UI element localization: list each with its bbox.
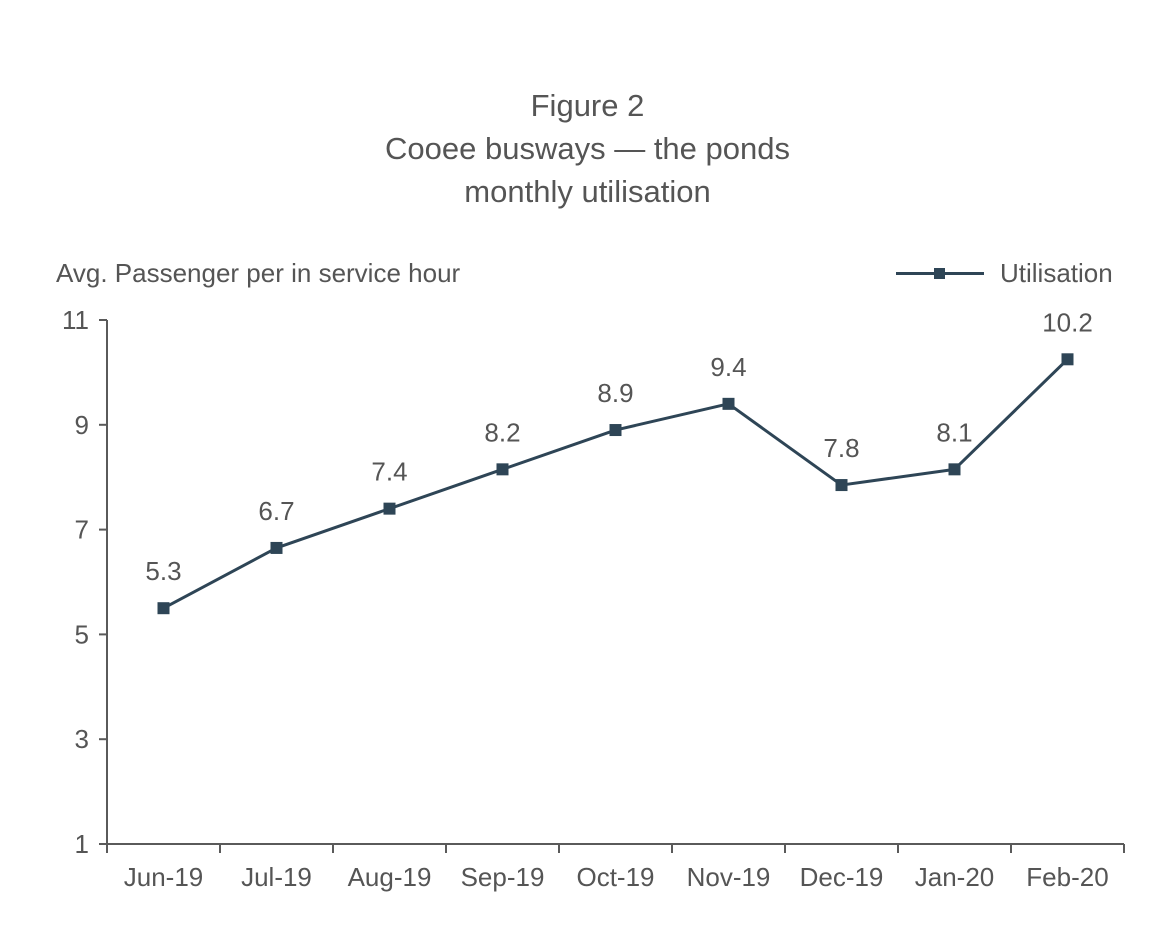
y-tick-label: 1 [75, 829, 89, 859]
data-label: 7.8 [823, 433, 859, 463]
y-tick-label: 3 [75, 724, 89, 754]
data-label: 10.2 [1042, 307, 1093, 337]
data-point [722, 397, 735, 410]
data-label: 8.2 [484, 417, 520, 447]
data-point [609, 424, 622, 437]
data-label: 9.4 [710, 352, 746, 382]
legend: Utilisation [896, 256, 1113, 290]
data-point [835, 479, 848, 492]
x-tick-label: Nov-19 [687, 862, 771, 892]
legend-label: Utilisation [1000, 257, 1113, 288]
data-point [1061, 353, 1074, 366]
data-label: 8.1 [936, 417, 972, 447]
x-tick-label: Jul-19 [241, 862, 312, 892]
y-tick-label: 9 [75, 410, 89, 440]
legend-swatch [896, 256, 984, 290]
data-point [383, 502, 396, 515]
chart-title: Figure 2 Cooee busways — the ponds month… [0, 84, 1175, 213]
y-tick-label: 5 [75, 619, 89, 649]
x-tick-label: Sep-19 [461, 862, 545, 892]
chart-title-line-2: Cooee busways — the ponds [385, 131, 790, 166]
data-point [157, 602, 170, 615]
legend-square-marker-icon [934, 268, 945, 279]
y-tick-label: 11 [62, 305, 89, 335]
x-tick-label: Oct-19 [576, 862, 654, 892]
data-point [270, 541, 283, 554]
chart-title-line-1: Figure 2 [530, 88, 645, 123]
x-tick-label: Feb-20 [1026, 862, 1108, 892]
data-label: 8.9 [597, 378, 633, 408]
data-label: 7.4 [371, 457, 407, 487]
y-tick-label: 7 [75, 515, 89, 545]
y-axis-label: Avg. Passenger per in service hour [56, 258, 461, 288]
data-point [948, 463, 961, 476]
x-tick-label: Dec-19 [800, 862, 884, 892]
chart-title-line-3: monthly utilisation [464, 174, 711, 209]
data-label: 5.3 [145, 556, 181, 586]
x-tick-label: Jan-20 [915, 862, 995, 892]
data-label: 6.7 [258, 496, 294, 526]
x-tick-label: Jun-19 [124, 862, 204, 892]
x-tick-label: Aug-19 [348, 862, 432, 892]
data-point [496, 463, 509, 476]
